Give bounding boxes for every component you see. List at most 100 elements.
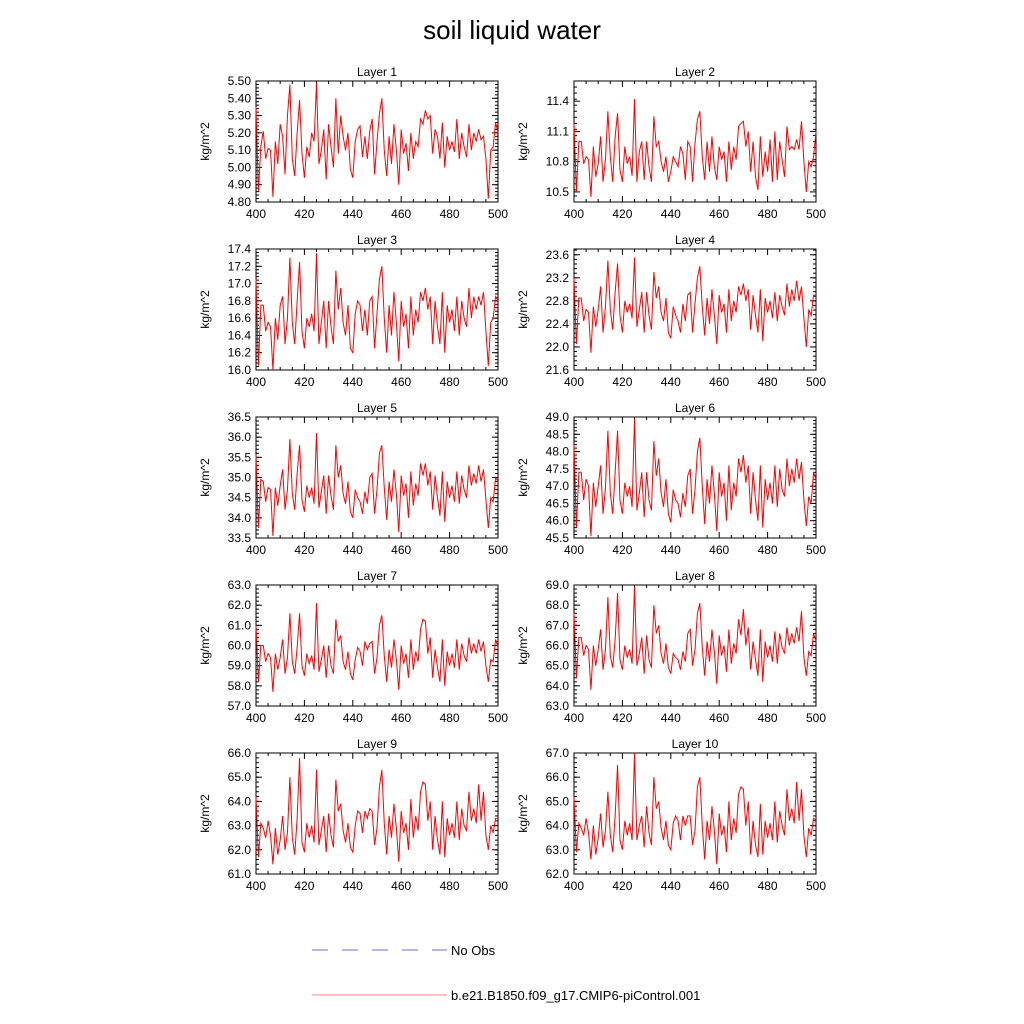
x-tick-label: 480 bbox=[758, 375, 778, 389]
x-tick-label: 420 bbox=[612, 711, 632, 725]
x-tick-label: 420 bbox=[294, 711, 314, 725]
x-tick-label: 460 bbox=[391, 543, 411, 557]
series-line bbox=[255, 82, 499, 199]
plot-frame bbox=[573, 416, 817, 539]
y-tick-label: 17.0 bbox=[228, 277, 252, 291]
y-tick-label: 35.5 bbox=[228, 450, 252, 464]
x-tick-label: 500 bbox=[488, 375, 508, 389]
y-tick-label: 17.4 bbox=[228, 242, 252, 256]
series-line bbox=[255, 433, 499, 537]
panel-layer-3: Layer 3 kg/m^2 400 420 440 460 480 500 16.0 16.2 1… bbox=[198, 233, 508, 389]
x-tick-label: 400 bbox=[246, 879, 266, 893]
panel-title: Layer 3 bbox=[357, 233, 397, 247]
x-tick-label: 480 bbox=[440, 543, 460, 557]
y-tick-label: 62.0 bbox=[228, 598, 252, 612]
x-tick-label: 420 bbox=[612, 879, 632, 893]
y-tick-label: 57.0 bbox=[228, 699, 252, 713]
y-tick-label: 35.0 bbox=[228, 471, 252, 485]
x-tick-label: 400 bbox=[246, 207, 266, 221]
x-tick-label: 460 bbox=[391, 375, 411, 389]
panel-layer-6: Layer 6 kg/m^2 400 420 440 460 480 500 45.5 46.0 4… bbox=[516, 401, 826, 557]
x-tick-label: 460 bbox=[391, 207, 411, 221]
x-tick-label: 400 bbox=[564, 879, 584, 893]
series-line bbox=[573, 99, 817, 197]
y-tick-label: 22.8 bbox=[546, 294, 570, 308]
series-line bbox=[573, 752, 817, 865]
y-tick-label: 47.5 bbox=[546, 462, 570, 476]
x-tick-label: 440 bbox=[661, 375, 681, 389]
x-tick-label: 440 bbox=[343, 711, 363, 725]
x-tick-label: 460 bbox=[709, 207, 729, 221]
panel-title: Layer 5 bbox=[357, 401, 397, 415]
panel-title: Layer 7 bbox=[357, 569, 397, 583]
y-tick-label: 49.0 bbox=[546, 410, 570, 424]
panel-layer-4: Layer 4 kg/m^2 400 420 440 460 480 500 21.6 22.0 2… bbox=[516, 233, 826, 389]
y-tick-label: 65.0 bbox=[546, 794, 570, 808]
x-tick-label: 460 bbox=[709, 879, 729, 893]
y-tick-label: 62.0 bbox=[228, 843, 252, 857]
x-tick-label: 460 bbox=[709, 543, 729, 557]
y-tick-label: 11.1 bbox=[547, 124, 570, 138]
panel-layer-7: Layer 7 kg/m^2 400 420 440 460 480 500 57.0 58.0 5… bbox=[198, 569, 508, 725]
y-tick-label: 48.0 bbox=[546, 445, 570, 459]
x-tick-label: 500 bbox=[806, 207, 826, 221]
y-tick-label: 22.0 bbox=[546, 340, 570, 354]
y-tick-label: 16.8 bbox=[228, 294, 252, 308]
panel-layer-9: Layer 9 kg/m^2 400 420 440 460 480 500 61.0 62.0 6… bbox=[198, 737, 508, 893]
y-tick-label: 16.0 bbox=[228, 363, 252, 377]
y-tick-label: 10.5 bbox=[546, 185, 570, 199]
y-axis-label: kg/m^2 bbox=[516, 290, 530, 329]
series-line bbox=[255, 253, 499, 371]
y-tick-label: 34.0 bbox=[228, 511, 252, 525]
y-axis-label: kg/m^2 bbox=[516, 122, 530, 161]
y-tick-label: 61.0 bbox=[228, 618, 252, 632]
legend-label-no-obs: No Obs bbox=[451, 943, 496, 958]
y-tick-label: 22.4 bbox=[546, 317, 570, 331]
x-tick-label: 440 bbox=[343, 879, 363, 893]
x-tick-label: 400 bbox=[564, 207, 584, 221]
y-axis-label: kg/m^2 bbox=[198, 458, 212, 497]
x-tick-label: 440 bbox=[661, 879, 681, 893]
x-tick-label: 500 bbox=[488, 879, 508, 893]
series-line bbox=[255, 757, 498, 865]
y-tick-label: 21.6 bbox=[546, 363, 570, 377]
x-tick-label: 440 bbox=[343, 543, 363, 557]
y-tick-label: 4.90 bbox=[228, 178, 252, 192]
y-tick-label: 5.10 bbox=[228, 143, 252, 157]
y-axis-label: kg/m^2 bbox=[516, 458, 530, 497]
y-tick-label: 5.20 bbox=[228, 126, 252, 140]
x-tick-label: 440 bbox=[661, 543, 681, 557]
panel-layer-2: Layer 2 kg/m^2 400 420 440 460 480 500 10.5 10.8 1… bbox=[516, 65, 826, 221]
y-tick-label: 65.0 bbox=[546, 659, 570, 673]
x-tick-label: 480 bbox=[440, 207, 460, 221]
y-tick-label: 66.0 bbox=[546, 770, 570, 784]
y-tick-label: 5.40 bbox=[228, 91, 252, 105]
y-axis-label: kg/m^2 bbox=[198, 122, 212, 161]
x-tick-label: 500 bbox=[806, 711, 826, 725]
y-tick-label: 69.0 bbox=[546, 578, 570, 592]
series-line bbox=[573, 418, 817, 537]
x-tick-label: 420 bbox=[612, 207, 632, 221]
y-tick-label: 64.0 bbox=[546, 679, 570, 693]
x-tick-label: 500 bbox=[488, 543, 508, 557]
x-tick-label: 400 bbox=[246, 375, 266, 389]
y-tick-label: 5.50 bbox=[228, 74, 252, 88]
panel-title: Layer 8 bbox=[675, 569, 715, 583]
y-tick-label: 5.30 bbox=[228, 109, 252, 123]
series-line bbox=[573, 587, 817, 690]
panel-layer-5: Layer 5 kg/m^2 400 420 440 460 480 500 33.5 34.0 3… bbox=[198, 401, 508, 557]
y-tick-label: 11.4 bbox=[547, 94, 570, 108]
x-tick-label: 500 bbox=[488, 207, 508, 221]
x-tick-label: 460 bbox=[391, 879, 411, 893]
y-tick-label: 36.5 bbox=[228, 410, 252, 424]
y-tick-label: 61.0 bbox=[228, 867, 252, 881]
y-tick-label: 67.0 bbox=[546, 746, 570, 760]
y-tick-label: 23.2 bbox=[546, 271, 570, 285]
x-tick-label: 500 bbox=[806, 879, 826, 893]
y-tick-label: 16.4 bbox=[228, 328, 252, 342]
y-tick-label: 4.80 bbox=[228, 195, 252, 209]
y-tick-label: 45.5 bbox=[546, 531, 570, 545]
panel-title: Layer 4 bbox=[675, 233, 715, 247]
x-tick-label: 500 bbox=[806, 375, 826, 389]
